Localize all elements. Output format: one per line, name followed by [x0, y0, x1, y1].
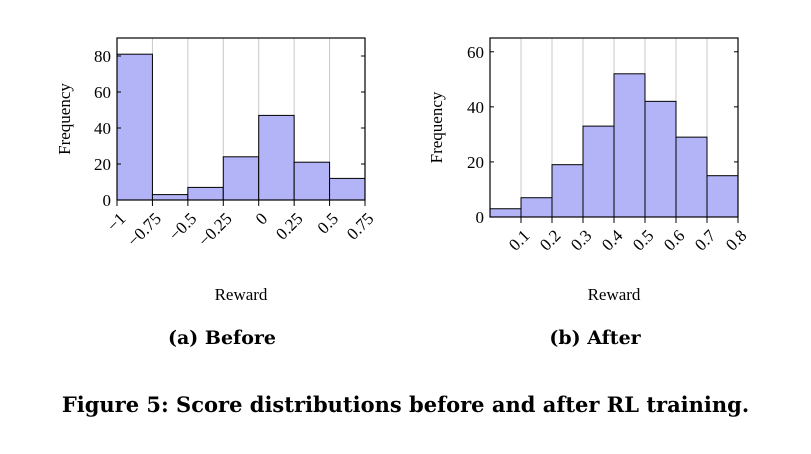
y-tick-label: 60 — [467, 43, 484, 62]
x-tick-label: 0.3 — [567, 226, 595, 254]
x-tick-label: 0.7 — [691, 226, 720, 255]
histogram-bar — [258, 114, 295, 201]
y-tick-label: 60 — [94, 83, 111, 102]
histogram-bar — [644, 100, 677, 218]
histogram-bar — [551, 164, 584, 218]
y-axis-label: Frequency — [427, 91, 446, 163]
x-axis-label: Reward — [215, 285, 268, 304]
histogram-bar — [520, 197, 553, 218]
x-tick-label: 0.6 — [660, 226, 688, 254]
figure-caption: Figure 5: Score distributions before and… — [61, 392, 750, 417]
histogram-bar — [706, 175, 739, 218]
subcaption-after: (b) After — [549, 327, 641, 349]
y-tick-label: 0 — [476, 208, 485, 227]
x-tick-label: 0.4 — [598, 226, 627, 255]
x-axis-label: Reward — [588, 285, 641, 304]
plot-frame — [116, 37, 366, 201]
histogram-bar — [675, 136, 708, 218]
histogram-bar — [582, 125, 615, 218]
histogram-bar — [293, 161, 331, 201]
subcaption-before: (a) Before — [168, 327, 276, 349]
y-tick-label: 40 — [467, 98, 484, 117]
histogram-bar — [489, 208, 522, 218]
y-axis-label: Frequency — [55, 83, 74, 155]
x-tick-label: 0.2 — [536, 226, 564, 254]
x-tick-label: 0.1 — [505, 226, 533, 254]
x-tick-label: 0.8 — [722, 226, 750, 254]
y-tick-label: 40 — [94, 119, 111, 138]
y-tick-label: 20 — [467, 153, 484, 172]
histogram-bar — [613, 73, 646, 218]
y-tick-label: 80 — [94, 47, 111, 66]
y-tick-label: 0 — [103, 191, 112, 210]
x-tick-label: 0.5 — [629, 226, 657, 254]
y-tick-label: 20 — [94, 155, 111, 174]
histogram-bar — [222, 156, 260, 201]
